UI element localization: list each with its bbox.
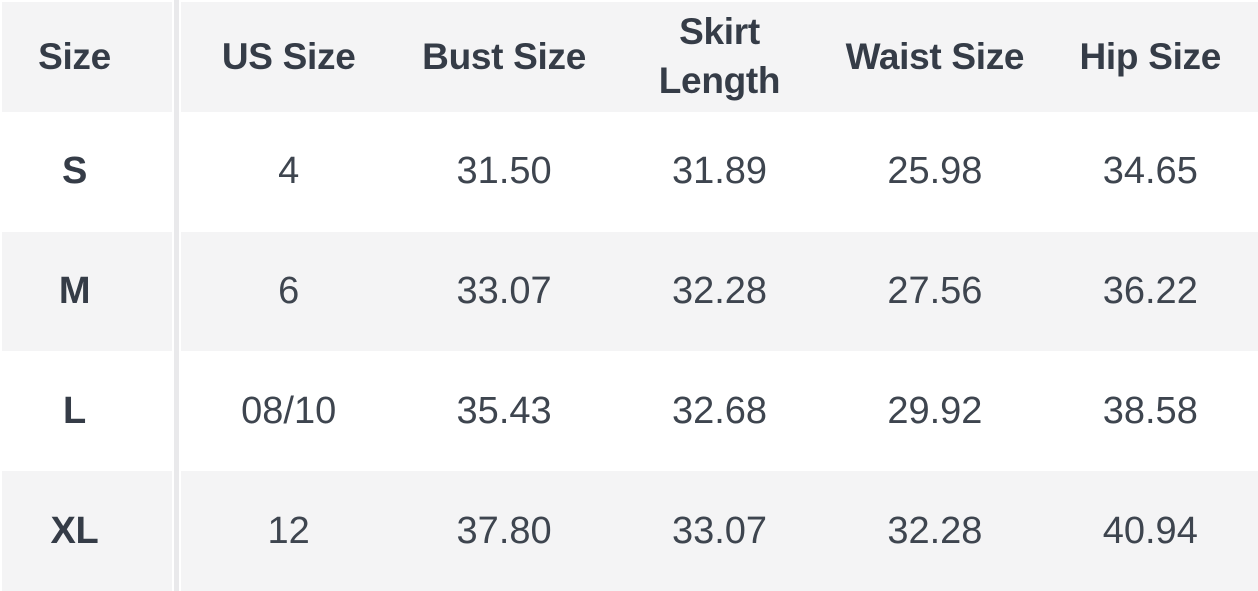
cell-s-skirt-length: 31.89 bbox=[671, 150, 768, 193]
row-label-s: S bbox=[61, 150, 88, 193]
cell-s-waist-size: 25.98 bbox=[887, 150, 983, 193]
cell-l-skirt-length: 32.68 bbox=[671, 389, 768, 432]
cell-m-waist-size: 27.56 bbox=[887, 270, 983, 313]
header-cell-skirt-length: Skirt Length bbox=[658, 11, 781, 101]
header-cell-us-size: US Size bbox=[221, 35, 356, 77]
cell-m-bust-size: 33.07 bbox=[456, 270, 552, 313]
header-cell-size: Size bbox=[2, 2, 172, 112]
row-label-cell-l: L bbox=[2, 351, 172, 471]
header-cell-bust-size: Bust Size bbox=[422, 35, 587, 77]
cell-xl-waist-size: 32.28 bbox=[887, 509, 983, 552]
cell-s-us-size: 4 bbox=[278, 150, 300, 193]
row-label-m: M bbox=[58, 270, 91, 313]
size-column: Size S M L XL bbox=[0, 0, 172, 591]
cell-l-bust-size: 35.43 bbox=[456, 389, 552, 432]
measurements-area: US Size Bust Size Skirt Length Waist Siz… bbox=[181, 0, 1258, 591]
cell-l-waist-size: 29.92 bbox=[887, 389, 983, 432]
row-label-cell-xl: XL bbox=[2, 471, 172, 591]
cell-m-skirt-length: 32.28 bbox=[671, 270, 768, 313]
header-cell-hip-size: Hip Size bbox=[1079, 35, 1222, 77]
row-label-l: L bbox=[63, 389, 86, 432]
header-label-size: Size bbox=[38, 35, 111, 77]
cell-xl-bust-size: 37.80 bbox=[456, 509, 552, 552]
table-row-xl: 12 37.80 33.07 32.28 40.94 bbox=[181, 471, 1258, 591]
header-cell-waist-size: Waist Size bbox=[845, 35, 1025, 77]
cell-m-us-size: 6 bbox=[278, 270, 300, 313]
cell-l-us-size: 08/10 bbox=[241, 389, 337, 432]
row-label-cell-s: S bbox=[2, 112, 172, 232]
header-row: US Size Bust Size Skirt Length Waist Siz… bbox=[181, 2, 1258, 112]
cell-xl-hip-size: 40.94 bbox=[1102, 509, 1198, 552]
row-label-xl: XL bbox=[50, 509, 99, 552]
table-row-s: 4 31.50 31.89 25.98 34.65 bbox=[181, 112, 1258, 232]
table-row-m: 6 33.07 32.28 27.56 36.22 bbox=[181, 231, 1258, 352]
cell-s-hip-size: 34.65 bbox=[1102, 150, 1198, 193]
cell-xl-skirt-length: 33.07 bbox=[671, 509, 768, 552]
cell-l-hip-size: 38.58 bbox=[1102, 389, 1198, 432]
row-label-cell-m: M bbox=[2, 231, 172, 352]
cell-m-hip-size: 36.22 bbox=[1102, 270, 1198, 313]
table-row-l: 08/10 35.43 32.68 29.92 38.58 bbox=[181, 351, 1258, 471]
cell-s-bust-size: 31.50 bbox=[456, 150, 552, 193]
frozen-column-divider bbox=[174, 0, 179, 591]
cell-xl-us-size: 12 bbox=[267, 509, 310, 552]
